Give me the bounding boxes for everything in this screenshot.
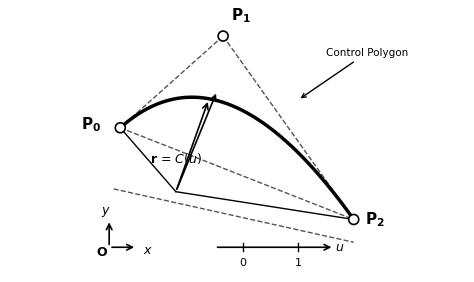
Circle shape <box>218 31 228 41</box>
Text: 1: 1 <box>295 258 301 268</box>
Text: $\mathbf{P_1}$: $\mathbf{P_1}$ <box>231 6 251 25</box>
Text: 0: 0 <box>239 258 246 268</box>
Text: $y$: $y$ <box>101 205 111 219</box>
Circle shape <box>115 123 125 133</box>
Circle shape <box>349 215 359 224</box>
Text: Control Polygon: Control Polygon <box>302 48 408 98</box>
Text: $\mathbf{r}$ = $C(u)$: $\mathbf{r}$ = $C(u)$ <box>150 151 202 166</box>
Text: $u$: $u$ <box>335 241 345 254</box>
Text: $\mathbf{P_0}$: $\mathbf{P_0}$ <box>81 116 101 134</box>
Text: $\mathbf{O}$: $\mathbf{O}$ <box>96 246 108 259</box>
Text: $\mathbf{P_2}$: $\mathbf{P_2}$ <box>365 210 385 229</box>
Text: $x$: $x$ <box>143 244 152 257</box>
